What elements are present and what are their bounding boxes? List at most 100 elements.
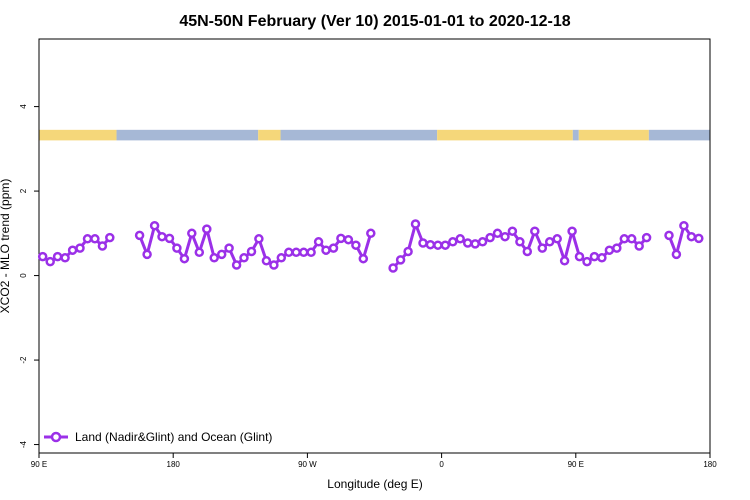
data-point (75, 243, 85, 253)
data-point (604, 245, 615, 255)
data-point (291, 247, 301, 258)
data-point (105, 232, 115, 243)
x-axis-title: Longitude (deg E) (327, 477, 422, 491)
data-point (515, 237, 525, 247)
data-point (477, 237, 488, 247)
data-point (537, 243, 548, 253)
data-point (403, 246, 413, 257)
data-point (321, 245, 331, 255)
data-point (202, 224, 212, 234)
data-point (209, 253, 219, 263)
data-point (269, 260, 279, 270)
x-tick-label: 90 W (298, 460, 317, 469)
data-point (231, 260, 242, 270)
data-point (686, 231, 697, 242)
data-point (574, 251, 585, 262)
data-point (507, 226, 518, 236)
x-tick-label: 90 E (568, 460, 584, 469)
data-point (60, 253, 70, 263)
data-point (149, 220, 160, 231)
data-point (52, 251, 63, 262)
data-point (67, 245, 78, 255)
land-segment (39, 129, 117, 141)
data-point (433, 240, 443, 250)
data-point (470, 239, 480, 249)
y-axis: -4 -2 0 2 4 (19, 104, 39, 448)
y-tick-label: -2 (19, 356, 28, 364)
y-tick-label: 2 (19, 188, 28, 193)
data-point (395, 255, 406, 265)
data-point (37, 251, 48, 262)
data-point (254, 234, 264, 244)
data-point (597, 253, 607, 263)
data-point (313, 237, 324, 247)
data-point (134, 230, 145, 241)
land-segment (258, 129, 281, 141)
x-tick-label: 180 (167, 460, 181, 469)
x-tick-label: 0 (439, 460, 444, 469)
data-point (567, 226, 577, 236)
data-point (358, 253, 369, 264)
data-point (298, 247, 309, 258)
data-point (366, 228, 376, 239)
data-point (589, 251, 600, 262)
data-point (544, 237, 555, 247)
land-ocean-strip (39, 129, 710, 141)
land-segment (578, 129, 649, 141)
data-point (448, 237, 458, 247)
data-point (619, 234, 630, 244)
chart-title: 45N-50N February (Ver 10) 2015-01-01 to … (179, 13, 570, 30)
data-point (641, 232, 652, 243)
y-tick-label: 0 (19, 273, 28, 278)
data-point (462, 238, 473, 248)
data-point (552, 234, 562, 244)
legend-label: Land (Nadir&Glint) and Ocean (Glint) (75, 430, 272, 444)
data-point (612, 243, 622, 253)
ocean-segment (572, 129, 579, 141)
y-tick-label: -4 (19, 440, 28, 448)
data-point (664, 230, 674, 241)
data-point (336, 233, 346, 244)
data-point (82, 234, 93, 244)
ocean-segment (116, 129, 259, 141)
data-point (194, 247, 205, 258)
ocean-segment (648, 129, 710, 141)
data-point (216, 249, 227, 260)
data-point (388, 263, 398, 273)
data-point (671, 249, 682, 260)
data-point (351, 240, 361, 250)
data-point (164, 233, 175, 244)
y-axis-title: XCO2 - MLO trend (ppm) (0, 179, 12, 314)
ocean-segment (280, 129, 438, 141)
data-point (500, 231, 510, 242)
data-point (172, 243, 182, 253)
legend-swatch-marker (50, 431, 62, 443)
x-tick-label: 180 (703, 460, 717, 469)
data-point (276, 253, 287, 263)
data-point (418, 238, 428, 248)
data-point (157, 231, 167, 242)
data-point (261, 256, 272, 266)
data-point (485, 232, 495, 243)
data-point (343, 234, 354, 245)
data-point (694, 233, 704, 244)
data-point (559, 256, 570, 266)
x-axis: 90 E 180 90 W 0 90 E 180 (31, 453, 717, 469)
data-point (522, 246, 533, 257)
data-point (142, 249, 152, 260)
data-point (306, 247, 316, 258)
data-point (626, 234, 637, 244)
x-tick-label: 90 E (31, 460, 47, 469)
land-segment (437, 129, 573, 141)
data-point (455, 234, 465, 244)
data-point (582, 256, 592, 267)
data-point (634, 241, 644, 251)
data-point (530, 226, 540, 236)
data-point (45, 256, 55, 267)
data-point (328, 243, 339, 253)
data-point (97, 241, 108, 251)
series-layer (37, 219, 704, 273)
plot-frame (38, 38, 711, 454)
data-point (246, 246, 257, 257)
